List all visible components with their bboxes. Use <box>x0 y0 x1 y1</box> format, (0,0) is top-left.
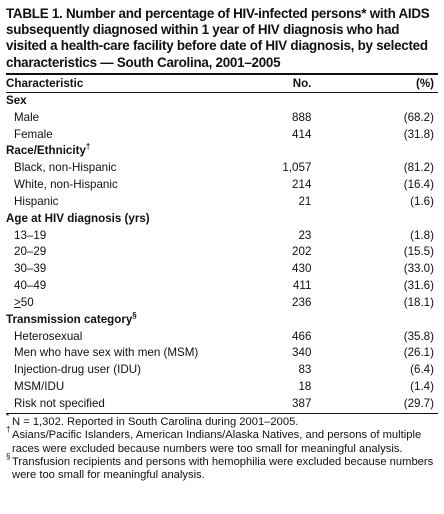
row-label: Men who have sex with men (MSM) <box>14 346 199 360</box>
section-label: Sex <box>6 93 438 110</box>
footnote-mark: * <box>6 411 10 421</box>
table-row: 13–19 23 (1.8) <box>6 228 438 245</box>
table-bottom-rule <box>6 412 438 414</box>
row-label: 30–39 <box>14 262 47 276</box>
row-percent: (16.4) <box>403 178 434 192</box>
section-label-text: Age at HIV diagnosis (yrs) <box>6 211 150 225</box>
row-percent: (81.2) <box>403 161 434 175</box>
row-number: 414 <box>292 127 312 141</box>
row-number: 466 <box>292 329 312 343</box>
footnote-marker: † <box>85 142 91 152</box>
row-number: 23 <box>298 228 312 242</box>
table-row: 30–39 430 (33.0) <box>6 261 438 278</box>
footnote-marker: § <box>132 310 137 320</box>
table-row: Black, non-Hispanic 1,057 (81.2) <box>6 160 438 177</box>
row-number: 18 <box>298 380 312 394</box>
header-row: Characteristic No. (%) <box>6 75 438 93</box>
table-row: Male 888 (68.2) <box>6 110 438 127</box>
footnote: † Asians/Pacific Islanders, American Indi… <box>6 425 438 456</box>
row-label: 20–29 <box>14 245 47 259</box>
table-row: Female 414 (31.8) <box>6 127 438 144</box>
row-percent: (35.8) <box>403 329 434 343</box>
row-percent: (15.5) <box>403 245 434 259</box>
table-row: White, non-Hispanic 214 (16.4) <box>6 177 438 194</box>
section-label: Transmission category§ <box>6 310 438 329</box>
title-rule <box>6 72 438 75</box>
row-percent: (1.8) <box>410 228 434 242</box>
row-number: 83 <box>298 363 312 377</box>
row-percent: (6.4) <box>410 363 434 377</box>
section-label-text: Sex <box>6 93 27 107</box>
header-number: No. <box>292 76 312 90</box>
row-label: >50 <box>14 295 34 309</box>
row-label: Black, non-Hispanic <box>14 161 117 175</box>
footnote: * N = 1,302. Reported in South Carolina d… <box>6 411 438 429</box>
row-label: Risk not specified <box>14 397 105 410</box>
row-percent: (1.6) <box>410 194 434 208</box>
row-percent: (31.8) <box>403 127 434 141</box>
row-number: 888 <box>292 110 312 124</box>
footnote-mark: † <box>6 425 11 435</box>
section-label: Race/Ethnicity† <box>6 143 438 160</box>
row-label: Hispanic <box>14 194 59 208</box>
table-row: Hispanic 21 (1.6) <box>6 194 438 211</box>
header-rule <box>6 92 438 93</box>
table-row: Men who have sex with men (MSM) 340 (26.1) <box>6 345 438 362</box>
table-row: MSM/IDU 18 (1.4) <box>6 379 438 396</box>
table-row: 20–29 202 (15.5) <box>6 244 438 261</box>
row-number: 387 <box>292 397 312 410</box>
row-number: 340 <box>292 346 312 360</box>
header-characteristic: Characteristic <box>6 76 84 90</box>
header-percent: (%) <box>415 76 434 90</box>
row-label: White, non-Hispanic <box>14 178 118 192</box>
row-label: 40–49 <box>14 279 47 293</box>
row-label: 13–19 <box>14 228 47 242</box>
table-title: TABLE 1. Number and percentage of HIV-in… <box>6 6 430 70</box>
row-number: 236 <box>292 295 312 309</box>
row-label: Female <box>14 127 53 141</box>
section-header-row: Age at HIV diagnosis (yrs) <box>6 211 438 228</box>
data-table: Characteristic No. (%) Sex Male 888 (68.2) F… <box>6 75 438 413</box>
footnote-text: Asians/Pacific Islanders, American India… <box>12 429 422 455</box>
row-percent: (31.6) <box>403 279 434 293</box>
footnotes: * N = 1,302. Reported in South Carolina d… <box>6 411 438 483</box>
section-label-text: Transmission category <box>6 312 133 326</box>
row-label: Male <box>14 110 40 124</box>
table-row: 40–49 411 (31.6) <box>6 278 438 295</box>
table-row: >50 236 (18.1) <box>6 295 438 312</box>
footnote: § Transfusion recipients and persons with… <box>6 452 438 483</box>
row-number: 411 <box>292 279 312 293</box>
row-percent: (68.2) <box>403 110 434 124</box>
row-percent: (18.1) <box>403 295 434 309</box>
row-label: MSM/IDU <box>14 380 65 394</box>
row-number: 202 <box>292 245 312 259</box>
section-header-row: Transmission category§ <box>6 310 438 329</box>
table-row: Injection-drug user (IDU) 83 (6.4) <box>6 362 438 379</box>
footnote-text: Transfusion recipients and persons with … <box>12 456 434 482</box>
section-header-row: Race/Ethnicity† <box>6 143 438 160</box>
footnote-mark: § <box>6 452 11 462</box>
table-row: Heterosexual 466 (35.8) <box>6 329 438 346</box>
footnote-text: N = 1,302. Reported in South Carolina du… <box>12 415 299 428</box>
table-row: Risk not specified 387 (29.7) <box>6 396 438 413</box>
row-label: Injection-drug user (IDU) <box>14 363 141 377</box>
row-number: 1,057 <box>282 161 312 175</box>
row-number: 430 <box>292 262 312 276</box>
row-label: Heterosexual <box>14 329 83 343</box>
table-body: Characteristic No. (%) Sex Male 888 (68.2) F… <box>6 75 438 413</box>
row-percent: (1.4) <box>410 380 434 394</box>
section-label-text: Race/Ethnicity <box>6 144 86 158</box>
section-label: Age at HIV diagnosis (yrs) <box>6 211 438 228</box>
row-number: 21 <box>298 194 312 208</box>
section-header-row: Sex <box>6 93 438 110</box>
row-number: 214 <box>292 178 312 192</box>
row-percent: (33.0) <box>403 262 434 276</box>
row-percent: (26.1) <box>403 346 434 360</box>
row-percent: (29.7) <box>403 397 434 410</box>
